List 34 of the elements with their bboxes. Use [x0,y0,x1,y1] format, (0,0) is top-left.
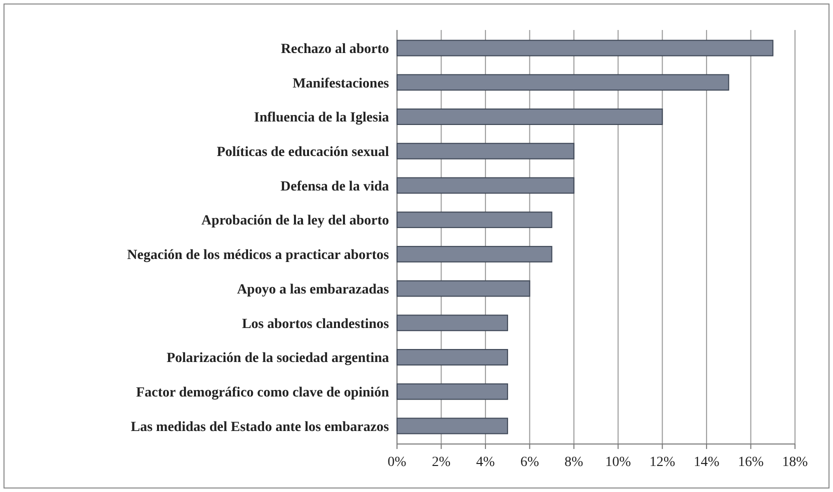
x-tick-label: 6% [520,455,540,470]
y-tick-label: Factor demográfico como clave de opinión [136,386,390,401]
x-tick-label: 8% [564,455,584,470]
bar [396,349,508,366]
x-tick-label: 10% [605,455,632,470]
bar [396,142,574,160]
y-tick-label: Aprobación de la ley del aborto [201,214,389,229]
bar [396,74,730,91]
x-tick-label: 16% [738,455,764,470]
y-tick-label: Políticas de educación sexual [216,145,390,160]
x-tick-label: 4% [476,455,496,470]
bar [396,108,663,125]
bar [396,418,508,434]
x-tick-label: 14% [694,455,720,470]
bar [396,40,774,56]
x-tick-label: 12% [649,455,676,470]
bar [396,280,530,297]
bar [396,212,552,228]
y-tick-label: Polarización de la sociedad argentina [166,351,389,366]
y-tick-label: Los abortos clandestinos [242,316,390,332]
x-tick-label: 18% [782,455,808,470]
y-tick-label: Las medidas del Estado ante los embarazos [130,420,390,435]
y-tick-label: Manifestaciones [292,76,390,92]
bar [396,383,508,400]
y-tick-label: Rechazo al aborto [280,42,389,57]
bar [396,314,508,332]
x-tick-label: 2% [432,455,451,470]
y-tick-label: Apoyo a las embarazadas [236,282,390,298]
y-tick-label: Defensa de la vida [280,179,389,194]
bar [396,246,552,262]
x-tick-label: 0% [388,455,407,470]
y-tick-label: Negación de los médicos a practicar abortos [127,248,390,264]
y-tick-label: Influencia de la Iglesia [254,110,389,126]
bar [396,177,574,194]
